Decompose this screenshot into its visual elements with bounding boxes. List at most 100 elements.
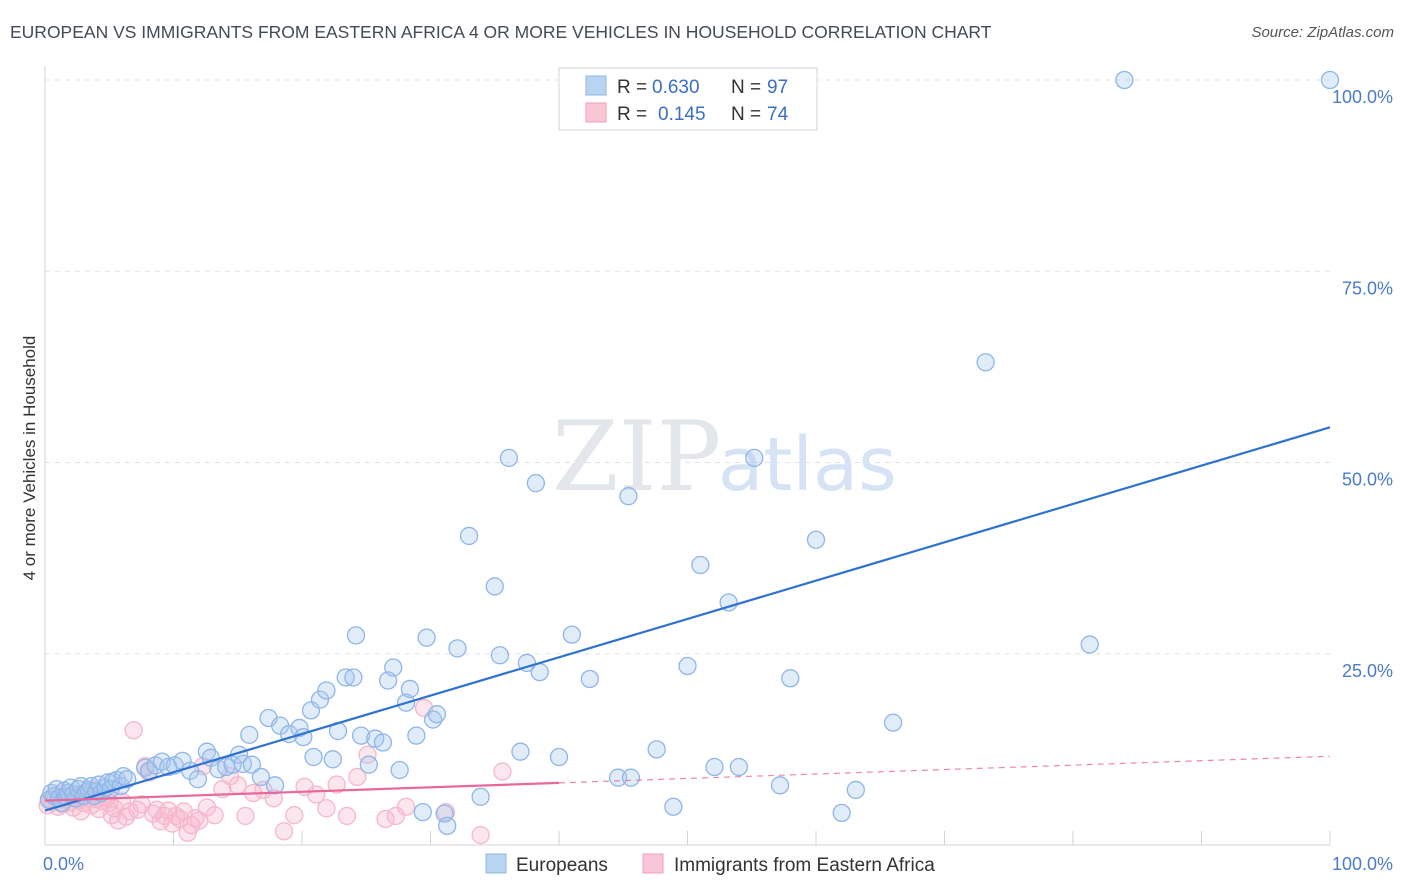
watermark-atlas: atlas — [718, 422, 897, 508]
point-europeans-86 — [511, 742, 530, 761]
point-europeans-104 — [770, 776, 790, 795]
point-europeans-103 — [745, 448, 764, 468]
trend-line-europeans — [44, 426, 1331, 812]
point-europeans-50 — [265, 776, 285, 795]
point-europeans-73 — [407, 726, 426, 745]
bottom-legend-swatch-eastern-africa — [642, 853, 664, 874]
legend-r-value-eastern-africa: 0.145 — [658, 104, 706, 125]
point-eastern-africa-65 — [348, 767, 367, 787]
point-europeans-77 — [427, 705, 447, 724]
point-eastern-africa-57 — [264, 789, 283, 808]
trend-lines — [44, 426, 1331, 812]
point-europeans-83 — [485, 577, 504, 596]
bottom-legend-swatch-europeans — [485, 853, 507, 874]
point-europeans-64 — [351, 726, 371, 745]
point-europeans-48 — [251, 767, 271, 787]
correlation-legend: R = 0.630 N = 97 R = 0.145 N = 74 — [558, 67, 818, 131]
point-europeans-62 — [344, 668, 363, 687]
point-europeans-57 — [310, 690, 330, 709]
point-europeans-43 — [223, 755, 242, 774]
point-europeans-58 — [317, 681, 336, 700]
point-eastern-africa-73 — [493, 762, 512, 781]
point-europeans-90 — [549, 747, 569, 767]
point-europeans-75 — [417, 628, 436, 647]
point-europeans-100 — [705, 757, 724, 777]
y-tick-label-0: 25.0% — [1342, 661, 1393, 681]
point-europeans-109 — [883, 713, 903, 732]
legend-n-label-eastern-africa: N = — [731, 104, 761, 125]
point-europeans-63 — [346, 626, 366, 645]
point-europeans-69 — [384, 658, 403, 677]
point-eastern-africa-69 — [396, 797, 416, 816]
legend-r-label-europeans: R = — [617, 77, 647, 98]
point-eastern-africa-67 — [376, 809, 395, 829]
point-europeans-67 — [373, 733, 393, 752]
point-eastern-africa-72 — [471, 825, 490, 845]
point-eastern-africa-64 — [337, 806, 357, 826]
y-tick-label-1: 50.0% — [1342, 470, 1393, 490]
bottom-legend-europeans: Europeans — [516, 855, 608, 876]
point-europeans-59 — [323, 750, 342, 769]
legend-r-label-eastern-africa: R = — [617, 104, 647, 125]
point-eastern-africa-30 — [124, 721, 143, 740]
point-europeans-110 — [976, 353, 995, 372]
point-eastern-africa-52 — [220, 767, 240, 786]
point-europeans-92 — [580, 669, 599, 689]
point-eastern-africa-50 — [205, 806, 224, 825]
y-axis-label: 4 or more Vehicles in Household — [20, 336, 39, 581]
legend-n-label-europeans: N = — [731, 77, 761, 98]
point-europeans-99 — [691, 555, 710, 575]
point-europeans-84 — [490, 646, 510, 665]
point-europeans-56 — [304, 747, 323, 767]
trend-line-eastern-africa — [44, 781, 560, 802]
point-eastern-africa-43 — [174, 802, 193, 821]
series-europeans-points — [39, 70, 1340, 836]
point-europeans-107 — [832, 803, 851, 823]
point-europeans-95 — [621, 768, 641, 787]
point-europeans-108 — [846, 780, 865, 800]
x-tick-label-1: 100.0% — [1332, 854, 1393, 874]
point-eastern-africa-53 — [228, 776, 247, 795]
legend-swatch-europeans — [585, 75, 607, 96]
point-europeans-70 — [390, 760, 409, 780]
point-europeans-61 — [336, 668, 355, 687]
point-europeans-94 — [619, 487, 638, 506]
point-europeans-91 — [562, 625, 581, 644]
series-legend: Europeans Immigrants from Eastern Africa — [485, 853, 935, 876]
point-europeans-93 — [608, 768, 628, 787]
x-tick-label-0: 0.0% — [43, 854, 84, 874]
point-europeans-47 — [242, 755, 262, 774]
point-europeans-53 — [290, 718, 309, 738]
axes — [44, 66, 1331, 846]
bottom-legend-eastern-africa: Immigrants from Eastern Africa — [674, 855, 935, 876]
point-europeans-29 — [118, 770, 137, 789]
point-europeans-113 — [1320, 70, 1340, 90]
legend-swatch-eastern-africa — [585, 102, 607, 123]
gridlines — [45, 79, 1330, 655]
point-europeans-106 — [806, 530, 826, 549]
point-europeans-98 — [678, 656, 697, 676]
watermark: ZIP atlas — [552, 401, 897, 513]
point-europeans-102 — [729, 757, 749, 777]
legend-n-value-eastern-africa: 74 — [767, 104, 789, 125]
point-europeans-65 — [359, 755, 378, 774]
chart-title: EUROPEAN VS IMMIGRANTS FROM EASTERN AFRI… — [10, 22, 992, 42]
point-europeans-74 — [413, 802, 432, 822]
y-tick-label-3: 100.0% — [1332, 87, 1393, 107]
point-europeans-38 — [188, 770, 208, 789]
trend-line-eastern-africa-extrapolated — [558, 755, 1331, 784]
point-eastern-africa-54 — [236, 806, 255, 826]
point-eastern-africa-49 — [197, 798, 217, 817]
point-europeans-85 — [499, 448, 519, 468]
tick-labels: 25.0% 50.0% 75.0% 100.0% 0.0% 100.0% — [43, 87, 1393, 874]
point-europeans-89 — [530, 662, 549, 682]
point-europeans-112 — [1115, 70, 1134, 90]
point-eastern-africa-68 — [386, 806, 405, 826]
point-eastern-africa-59 — [285, 806, 304, 825]
point-europeans-97 — [664, 797, 683, 816]
point-eastern-africa-62 — [317, 799, 336, 818]
point-eastern-africa-58 — [274, 822, 294, 841]
y-tick-label-2: 75.0% — [1342, 278, 1393, 298]
point-eastern-africa-29 — [120, 802, 139, 821]
